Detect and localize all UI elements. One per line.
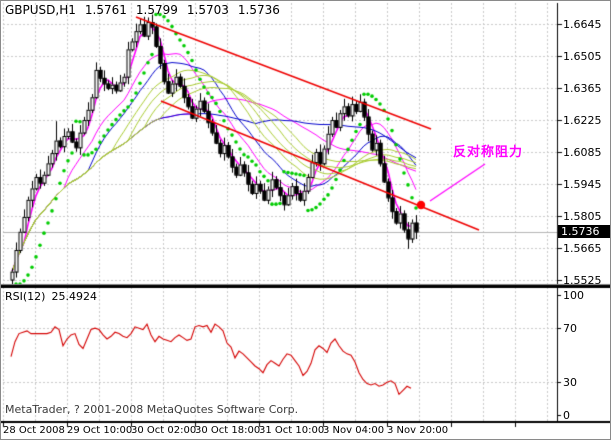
price-axis-label: 1.6225 xyxy=(563,114,602,128)
copyright-label: MetaTrader, ? 2001-2008 MetaQuotes Softw… xyxy=(5,403,299,416)
rsi-axis-label: 0 xyxy=(563,409,570,422)
price-axis-label: 1.5805 xyxy=(563,209,602,223)
time-axis-label: 30 Oct 02:00 xyxy=(131,425,197,436)
rsi-axis-label: 100 xyxy=(563,289,584,302)
price-axis-label: 1.6505 xyxy=(563,50,602,64)
rsi-axis-label: 30 xyxy=(563,376,577,389)
price-axis-label: 1.6085 xyxy=(563,145,602,159)
price-axis-label: 1.5525 xyxy=(563,273,602,287)
time-axis-label: 31 Oct 10:00 xyxy=(259,425,325,436)
price-axis-label: 1.5945 xyxy=(563,177,602,191)
chart-title: GBPUSD,H1 1.5761 1.5799 1.5703 1.5736 xyxy=(5,3,289,17)
price-axis-label: 1.6365 xyxy=(563,82,602,96)
rsi-value: 25.4924 xyxy=(51,290,97,303)
time-axis-label: 3 Nov 20:00 xyxy=(387,425,449,436)
time-axis-label: 28 Oct 2008 xyxy=(3,425,65,436)
time-axis-label: 3 Nov 04:00 xyxy=(323,425,385,436)
symbol-period-label: GBPUSD,H1 xyxy=(5,3,76,17)
time-axis-label: 30 Oct 18:00 xyxy=(195,425,261,436)
price-axis-label: 1.5665 xyxy=(563,241,602,255)
rsi-indicator-label: RSI(12) 25.4924 xyxy=(5,290,103,303)
quote-open: 1.5761 xyxy=(84,3,127,17)
annotation-resistance-label[interactable]: 反对称阻力 xyxy=(453,145,524,160)
time-axis-label: 29 Oct 10:00 xyxy=(67,425,133,436)
quote-high: 1.5799 xyxy=(135,3,178,17)
quote-close: 1.5736 xyxy=(237,3,280,17)
quote-low: 1.5703 xyxy=(186,3,229,17)
price-axis-label: 1.6645 xyxy=(563,18,602,32)
rsi-name: RSI(12) xyxy=(5,290,46,303)
current-price-tag: 1.5736 xyxy=(558,225,610,238)
rsi-axis-label: 70 xyxy=(563,322,577,335)
